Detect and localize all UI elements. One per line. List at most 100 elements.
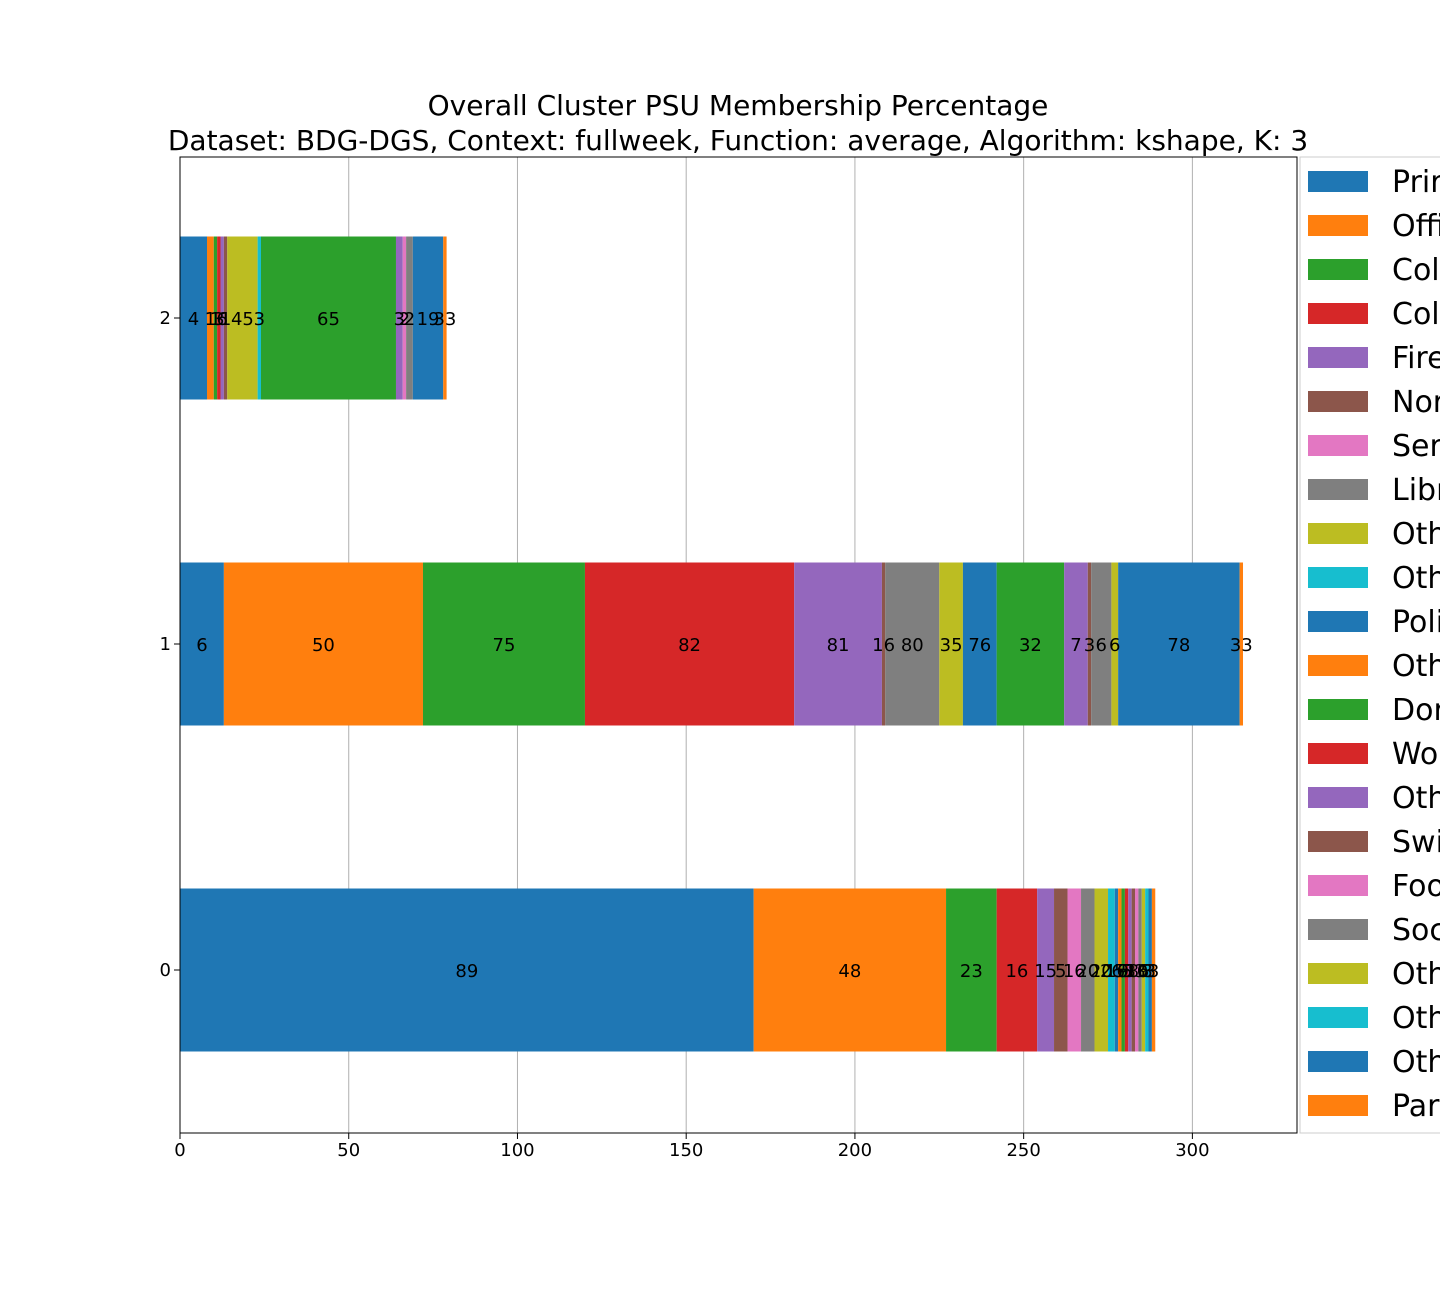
legend-label: Ser [1392,429,1440,464]
x-tick-label: 100 [500,1140,534,1161]
bar-segment [443,236,447,400]
legend-label: Oth [1392,957,1440,992]
bar-segment [794,562,882,726]
bar-segment [1121,888,1125,1052]
bar-value-label: 1 [205,309,216,330]
legend-swatch [1308,435,1368,456]
bar-value-label: 6 [1138,961,1149,982]
bar-segment [1114,888,1119,1052]
legend-label: Oth [1392,517,1440,552]
bar-value-label: 10 [1125,961,1148,982]
bar-value-label: 19 [417,309,440,330]
legend-label: Poli [1392,605,1440,640]
legend-swatch [1308,655,1368,676]
legend-swatch [1308,743,1368,764]
bar-segment [1118,888,1122,1052]
legend-label: Oth [1392,1001,1440,1036]
legend-label: Prir [1392,165,1440,200]
bar-segment [584,562,795,726]
x-tick-label: 150 [669,1140,703,1161]
bar-value-label: 3 [394,309,405,330]
bar-value-label: 16 [1105,961,1128,982]
legend-swatch [1308,787,1368,808]
bar-segment [885,562,940,726]
legend-label: Oth [1392,649,1440,684]
bar-value-label: 8 [1128,961,1139,982]
bar-segment [962,562,997,726]
bar-segment [180,562,224,726]
bar-value-label: 16 [872,635,895,656]
x-tick-label: 200 [838,1140,872,1161]
bar-segment [1141,888,1146,1052]
legend-label: Fire [1392,341,1440,376]
bar-value-label: 81 [827,635,850,656]
legend-label: Libr [1392,473,1440,508]
x-tick-label: 0 [174,1140,185,1161]
bar-segment [180,236,207,400]
legend-swatch [1308,215,1368,236]
legend-label: Nor [1392,385,1440,420]
bar-segment [1124,888,1129,1052]
legend-label: Oth [1392,561,1440,596]
bar-value-label: 89 [455,961,478,982]
bar-value-label: 3 [1144,961,1155,982]
bar-value-label: 3 [254,309,265,330]
bar-value-label: 16 [1063,961,1086,982]
legend-swatch [1308,1051,1368,1072]
legend-swatch [1308,303,1368,324]
bar-value-label: 16 [1005,961,1028,982]
bar-value-label: 48 [838,961,861,982]
bar-segment [753,888,947,1052]
bar-segment [1037,888,1055,1052]
bar-value-label: 26 [1100,961,1123,982]
bar-value-label: 76 [968,635,991,656]
bar-value-label: 8 [1141,961,1152,982]
chart-subtitle: Dataset: BDG-DGS, Context: fullweek, Fun… [168,124,1308,157]
bar-segment [939,562,963,726]
legend-swatch [1308,919,1368,940]
bar-segment [1135,888,1139,1052]
bar-value-label: 65 [317,309,340,330]
legend-swatch [1308,479,1368,500]
x-tick-label: 250 [1006,1140,1040,1161]
legend-swatch [1308,523,1368,544]
legend-swatch [1308,171,1368,192]
legend-label: Col [1392,253,1440,288]
bar-value-label: 78 [1167,635,1190,656]
legend-label: Par [1392,1089,1440,1124]
legend-label: Offi [1392,209,1440,244]
bar-value-label: 5 [1121,961,1132,982]
plot-frame [179,156,1298,1134]
bar-segment [1111,562,1119,726]
bar-segment [1054,888,1068,1052]
bar-value-label: 3 [1084,635,1095,656]
legend-label: Dor [1392,693,1440,728]
bar-segment [1091,562,1112,726]
bar-segment [996,562,1065,726]
bar-value-label: 5 [1055,961,1066,982]
bar-value-label: 15 [1034,961,1057,982]
bar-segment [422,562,585,726]
legend-swatch [1308,259,1368,280]
legend-label: Col [1392,297,1440,332]
bars [180,236,1244,1052]
bar-value-label: 33 [1230,635,1253,656]
bar-value-label: 1 [210,309,221,330]
legend-swatch [1308,1007,1368,1028]
legend-swatch [1308,611,1368,632]
bar-segment [1145,888,1149,1052]
bar-segment [1138,888,1142,1052]
bar-value-label: 20 [1076,961,1099,982]
legend-label: Swi [1392,825,1440,860]
bar-value-label: 50 [312,635,335,656]
bar-value-label: 32 [1019,635,1042,656]
bar-segment [220,236,224,400]
bar-segment [223,236,228,400]
bar-value-label: 3 [1148,961,1159,982]
bar-segment [1108,888,1115,1052]
bar-value-label: 5 [1114,961,1125,982]
y-tick-label: 2 [160,308,171,329]
